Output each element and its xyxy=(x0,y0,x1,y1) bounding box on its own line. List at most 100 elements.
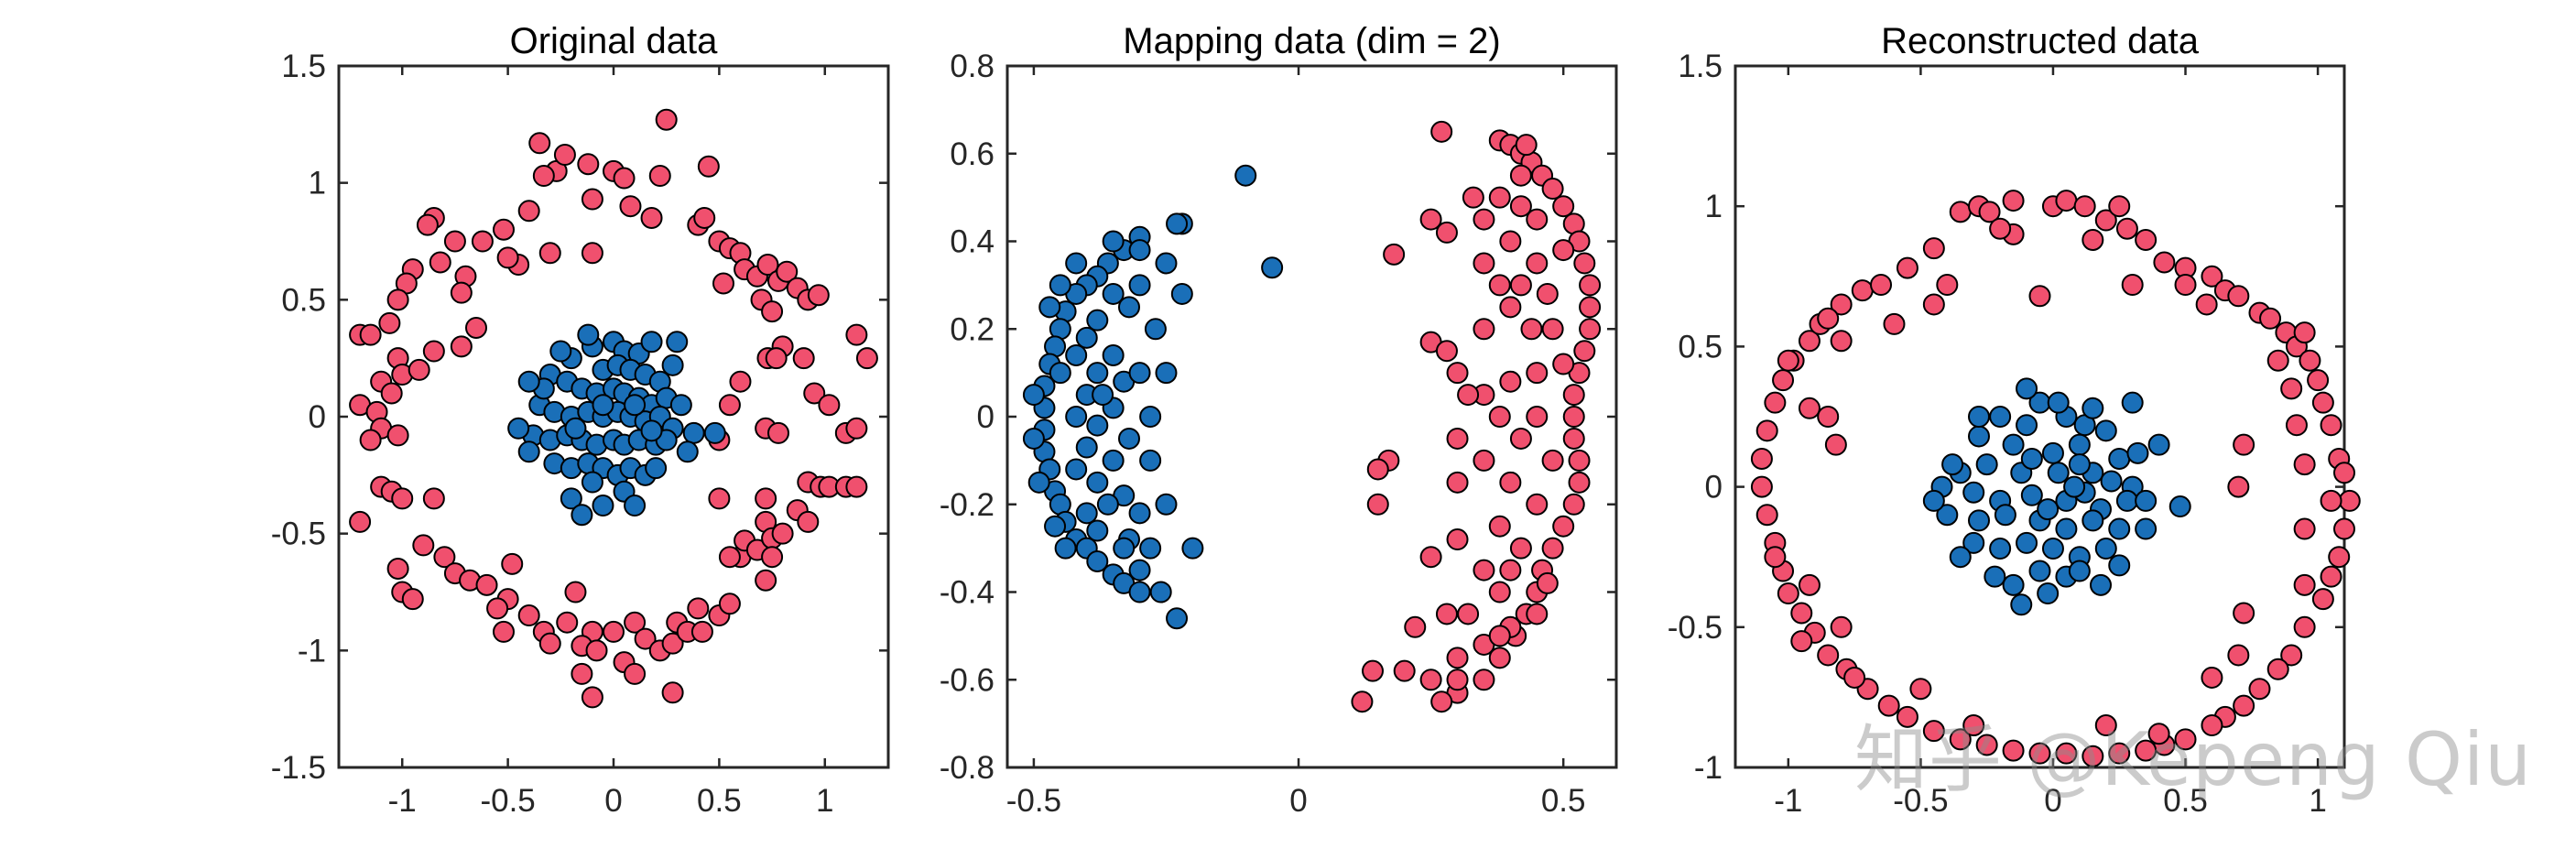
data-point xyxy=(2293,453,2316,476)
data-point xyxy=(1102,449,1125,472)
data-point xyxy=(1054,537,1077,560)
data-point xyxy=(1430,690,1453,713)
data-point xyxy=(577,153,600,176)
data-point xyxy=(2280,377,2303,400)
data-point xyxy=(1462,186,1484,209)
data-point xyxy=(1155,252,1178,275)
data-point xyxy=(1552,195,1575,218)
data-point xyxy=(2108,742,2131,765)
subplot-title: Original data xyxy=(510,21,719,61)
data-point xyxy=(2320,489,2342,512)
y-tick-label: -1 xyxy=(298,633,326,669)
data-point xyxy=(1488,274,1511,297)
data-point xyxy=(2248,678,2271,701)
data-point xyxy=(1843,666,1866,689)
data-point xyxy=(2055,517,2078,540)
data-point xyxy=(592,394,614,417)
data-point xyxy=(507,417,530,440)
data-point xyxy=(708,487,731,510)
data-point xyxy=(391,487,414,510)
data-point xyxy=(845,475,868,498)
y-tick-label: -0.8 xyxy=(940,750,995,786)
data-point xyxy=(1419,208,1442,231)
data-point xyxy=(1573,340,1596,363)
data-point xyxy=(2037,582,2060,605)
data-point xyxy=(486,597,509,620)
data-point xyxy=(2168,495,2191,518)
data-point xyxy=(1139,406,1162,428)
data-point xyxy=(592,495,614,517)
data-point xyxy=(1968,425,1990,448)
data-point xyxy=(450,335,473,358)
data-point xyxy=(1824,433,1847,456)
data-point xyxy=(1383,243,1406,266)
data-point xyxy=(687,597,710,620)
data-point xyxy=(1181,537,1204,560)
data-point xyxy=(1922,293,1945,316)
data-point xyxy=(792,347,815,370)
data-point xyxy=(2293,573,2316,596)
data-point xyxy=(1798,573,1821,596)
data-point xyxy=(1430,120,1453,143)
data-point xyxy=(1526,362,1549,385)
x-tick-label: -0.5 xyxy=(480,783,535,819)
data-point xyxy=(2002,433,2025,456)
series-outer xyxy=(349,108,878,709)
data-point xyxy=(1870,273,1893,296)
data-point xyxy=(1473,252,1495,275)
y-tick-label: 1.5 xyxy=(281,49,326,84)
data-point xyxy=(1941,453,1964,476)
data-point xyxy=(1962,714,1985,737)
x-tick-label: 0 xyxy=(604,783,622,819)
data-point xyxy=(577,323,600,346)
y-tick-label: 0.5 xyxy=(1678,329,1723,364)
data-point xyxy=(1075,326,1098,349)
data-point xyxy=(386,424,409,447)
data-point xyxy=(718,593,741,615)
data-point xyxy=(2121,391,2144,414)
data-point xyxy=(1573,252,1596,275)
subplot-title: Reconstructed data xyxy=(1881,21,2200,61)
data-point xyxy=(1170,282,1193,305)
series-inner xyxy=(1022,164,1284,630)
data-point xyxy=(755,487,777,510)
data-point xyxy=(761,300,784,323)
data-point xyxy=(2293,517,2316,540)
data-point xyxy=(2002,739,2025,762)
data-point xyxy=(645,457,668,480)
y-tick-label: 0 xyxy=(1705,470,1723,506)
data-point xyxy=(401,588,424,611)
x-tick-label: 0.5 xyxy=(697,783,742,819)
data-point xyxy=(532,165,555,188)
data-point xyxy=(1526,208,1549,231)
data-point xyxy=(1798,397,1821,419)
data-point xyxy=(2293,615,2316,638)
data-point xyxy=(380,382,403,405)
data-point xyxy=(845,323,868,346)
data-point xyxy=(803,382,826,405)
data-point xyxy=(528,132,551,155)
data-point xyxy=(349,510,372,533)
data-point xyxy=(1086,471,1109,494)
data-point xyxy=(1261,256,1284,279)
x-tick-label: -1 xyxy=(388,783,417,819)
data-point xyxy=(712,272,734,295)
data-point xyxy=(1096,493,1119,516)
data-point xyxy=(1949,728,1972,751)
data-point xyxy=(1139,449,1162,472)
data-point xyxy=(1764,391,1787,414)
data-point xyxy=(693,206,716,229)
data-point xyxy=(1515,134,1538,157)
data-point xyxy=(2016,414,2038,437)
data-point xyxy=(1909,678,1932,701)
data-point xyxy=(1817,307,1840,330)
data-point xyxy=(1086,549,1109,572)
series-inner xyxy=(507,323,726,527)
data-point xyxy=(475,573,498,596)
data-point xyxy=(1764,546,1787,569)
data-point xyxy=(2126,441,2149,464)
data-point xyxy=(2147,433,2170,456)
data-point xyxy=(1488,625,1511,647)
data-point xyxy=(581,188,603,211)
subplot-3: Reconstructed data -1 -0.5 0 0.5 1 -1 -0.5 0 0.5 1… xyxy=(1668,21,2361,819)
